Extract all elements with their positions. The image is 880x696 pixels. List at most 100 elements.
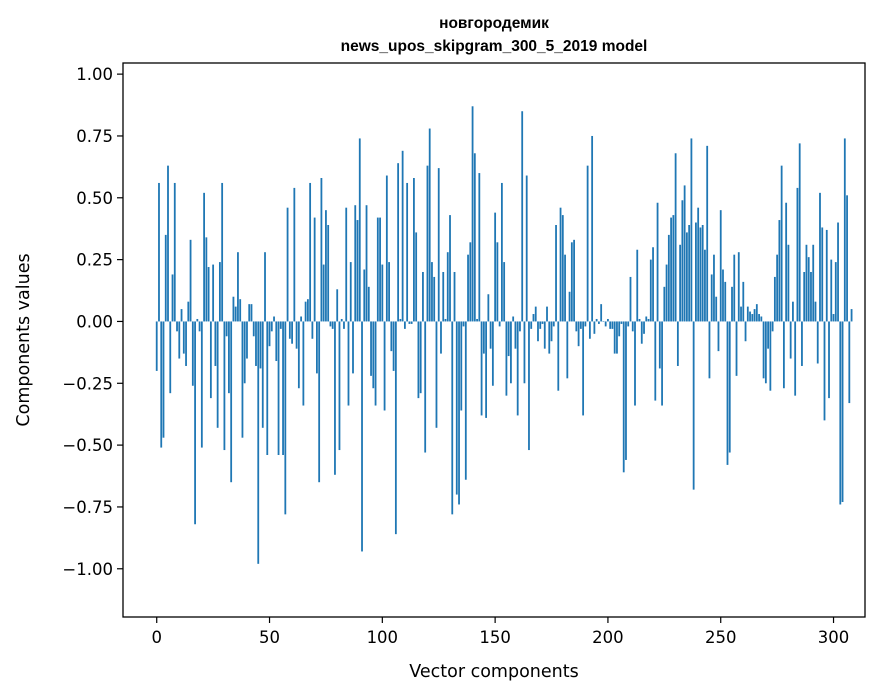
bar-258 [737,252,740,322]
bar-29 [221,182,224,322]
bar-168 [534,306,537,322]
bar-58 [286,207,289,322]
bar-115 [415,232,418,322]
bar-273 [771,321,774,332]
bar-279 [785,202,788,322]
bar-256 [733,254,736,322]
bar-175 [550,321,553,342]
bar-107 [397,163,400,322]
bar-45 [257,321,260,564]
bar-155 [505,321,508,396]
bar-286 [801,321,803,366]
bar-239 [695,222,697,322]
bar-40 [246,321,248,359]
bar-86 [349,262,352,322]
bar-145 [482,321,485,354]
bar-225 [663,286,666,322]
bar-19 [198,321,201,332]
bar-154 [503,262,506,322]
bar-200 [607,318,609,322]
bar-242 [701,225,704,322]
bar-84 [345,207,348,322]
bar-295 [821,227,824,322]
bar-199 [604,321,607,327]
bar-2 [160,321,163,448]
bar-237 [690,138,693,322]
bar-120 [426,165,429,322]
bar-7 [171,274,174,322]
bar-169 [537,321,539,342]
bar-36 [237,252,239,322]
bar-303 [839,321,842,505]
bar-130 [449,215,451,322]
bar-78 [331,321,334,329]
bar-189 [582,321,585,416]
bar-300 [832,314,835,322]
y-axis-label: Components values [14,253,34,426]
bar-221 [654,321,657,401]
bar-235 [685,232,688,322]
bar-280 [787,244,790,322]
bar-1 [158,182,160,322]
bar-57 [284,321,287,515]
bar-217 [645,316,648,322]
bar-230 [674,153,677,322]
bar-51 [270,321,273,332]
bar-95 [370,321,372,376]
x-tick-label: 250 [705,628,737,647]
bar-223 [658,321,661,369]
bar-290 [810,271,812,322]
bar-96 [372,321,375,389]
bar-192 [588,321,591,339]
bar-22 [205,237,208,322]
bar-12 [182,321,185,354]
bar-114 [413,178,415,322]
bar-54 [277,321,280,455]
bar-3 [162,321,165,438]
x-tick-label: 150 [479,628,511,647]
bar-171 [541,321,544,324]
bar-226 [665,264,668,322]
y-tick-label: −0.75 [62,498,113,517]
bar-249 [717,321,720,352]
bar-157 [510,321,512,384]
bar-298 [828,321,830,399]
bar-79 [334,321,336,475]
bar-141 [473,153,476,322]
bar-302 [837,222,839,322]
bar-68 [309,182,312,322]
bar-291 [812,244,815,322]
bar-35 [234,306,237,322]
bar-299 [830,259,833,322]
bar-283 [794,321,797,396]
bar-285 [798,143,801,322]
bar-266 [755,304,758,322]
bar-62 [295,321,298,349]
bar-113 [410,321,413,324]
bar-24 [209,321,212,399]
bar-94 [367,286,370,322]
bar-77 [329,321,332,327]
bar-158 [512,316,515,322]
bar-218 [647,318,650,322]
bar-288 [805,244,808,322]
bar-267 [758,314,760,322]
x-axis-ticks: 0 50 100 150 200 250 300 [151,617,849,647]
bar-173 [546,306,548,322]
bar-127 [442,271,445,322]
bar-227 [667,234,670,322]
bar-67 [306,299,309,322]
bar-165 [528,321,530,451]
bar-156 [507,321,510,357]
bar-70 [313,217,316,322]
bar-292 [814,301,817,322]
bar-208 [625,321,627,460]
x-axis-label: Vector components [409,662,578,682]
bar-66 [304,301,307,322]
bar-166 [530,321,533,329]
bar-46 [259,321,262,369]
bars-group [155,106,853,564]
bar-6 [169,321,172,394]
bar-265 [753,309,756,322]
bar-257 [735,321,738,376]
